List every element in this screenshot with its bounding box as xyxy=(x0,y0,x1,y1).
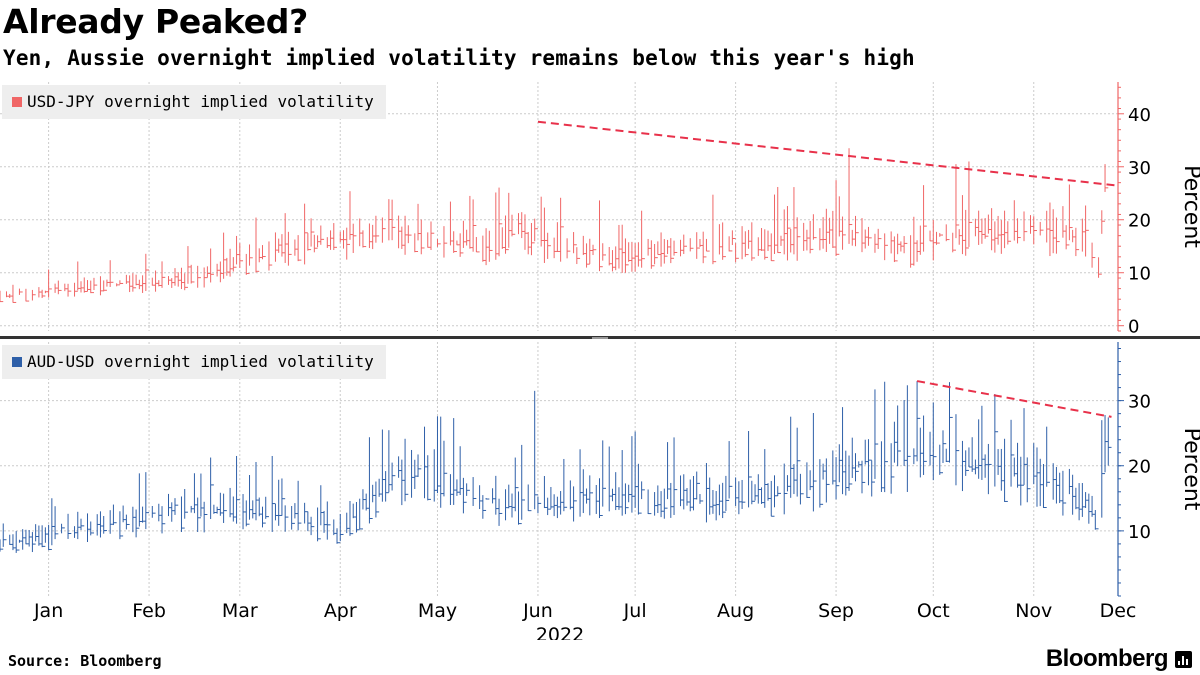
source-note: Source: Bloomberg xyxy=(8,652,162,670)
xtick-label-6: Jul xyxy=(623,600,647,622)
trendline-audusd xyxy=(916,380,1112,418)
bloomberg-logo: Bloomberg xyxy=(1045,645,1169,672)
xtick-label-10: Nov xyxy=(1015,600,1052,622)
x-axis-year: 2022 xyxy=(536,624,584,640)
chart-area: 0 10 20 30 40 Percent 10 20 30 Percent Jan Feb Mar Ap… xyxy=(0,82,1200,640)
trendline-usdjpy xyxy=(537,120,1115,187)
ytick-label-usdjpy-1: 10 xyxy=(1128,264,1151,285)
xtick-label-4: May xyxy=(418,600,457,622)
ytick-label-usdjpy-3: 30 xyxy=(1128,158,1151,179)
ytick-label-audusd-0: 10 xyxy=(1128,522,1151,543)
xtick-label-8: Sep xyxy=(818,600,854,622)
y-axis-title-usdjpy: Percent xyxy=(1179,165,1200,248)
legend-audusd: AUD-USD overnight implied volatility xyxy=(2,345,386,379)
y-axis-title-audusd: Percent xyxy=(1179,428,1200,511)
legend-swatch-usdjpy xyxy=(12,97,22,107)
xtick-label-5: Jun xyxy=(522,600,553,622)
legend-swatch-audusd xyxy=(12,357,22,367)
ytick-label-usdjpy-2: 20 xyxy=(1128,211,1151,232)
xtick-label-2: Mar xyxy=(222,600,258,622)
xtick-label-0: Jan xyxy=(33,600,63,622)
bloomberg-terminal-icon xyxy=(1175,651,1192,668)
xtick-label-11: Dec xyxy=(1100,600,1137,622)
legend-label-usdjpy: USD-JPY overnight implied volatility xyxy=(27,92,374,111)
ytick-label-usdjpy-0: 0 xyxy=(1128,317,1139,338)
ytick-label-audusd-1: 20 xyxy=(1128,457,1151,478)
ytick-label-audusd-2: 30 xyxy=(1128,392,1151,413)
xtick-label-1: Feb xyxy=(132,600,166,622)
ytick-label-usdjpy-4: 40 xyxy=(1128,105,1151,126)
xtick-label-3: Apr xyxy=(324,600,357,622)
xtick-label-7: Aug xyxy=(717,600,754,622)
chart-title: Already Peaked? xyxy=(3,2,308,41)
chart-subtitle: Yen, Aussie overnight implied volatility… xyxy=(3,46,915,70)
legend-label-audusd: AUD-USD overnight implied volatility xyxy=(27,352,374,371)
xtick-label-9: Oct xyxy=(917,600,950,622)
legend-usdjpy: USD-JPY overnight implied volatility xyxy=(2,85,386,119)
